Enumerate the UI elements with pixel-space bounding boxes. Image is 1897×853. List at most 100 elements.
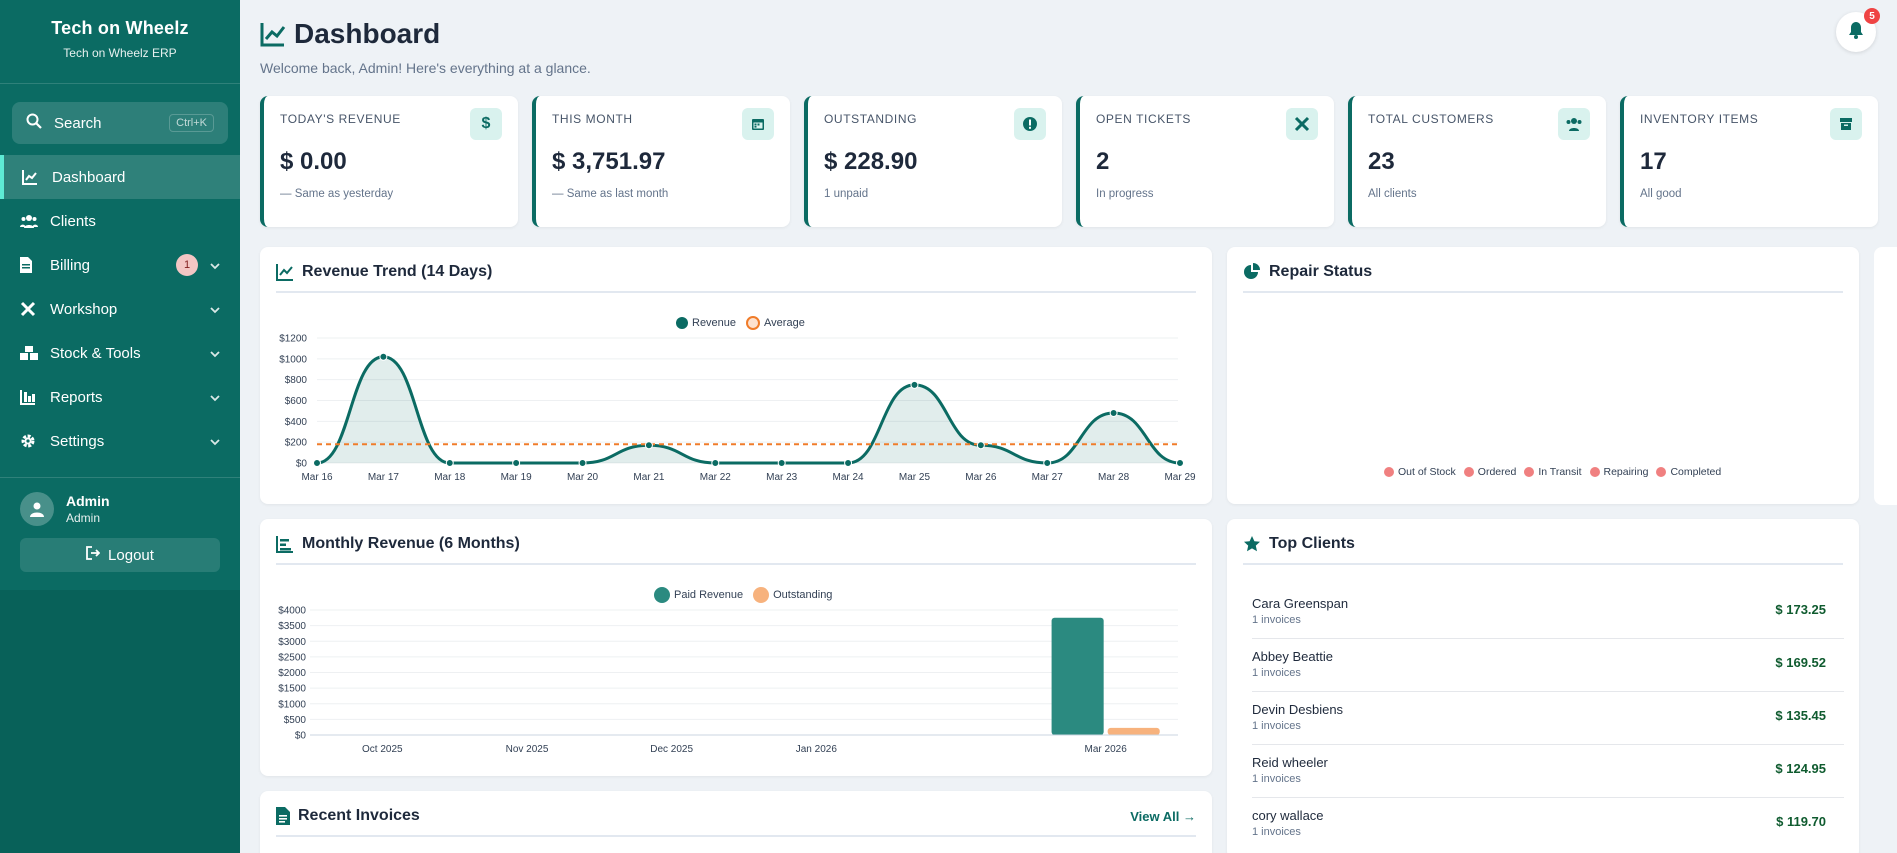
panel-header: Recent Invoices View All →: [276, 805, 1196, 837]
client-name: Cara Greenspan: [1252, 596, 1349, 611]
sidebar-item-settings[interactable]: Settings: [0, 419, 240, 463]
x-tick-label: Mar 2026: [1085, 744, 1128, 755]
sidebar-item-stock-tools[interactable]: Stock & Tools: [0, 331, 240, 375]
y-tick-label: $800: [285, 375, 308, 386]
calendar-icon: [742, 108, 774, 140]
panel-header: Revenue Trend (14 Days): [276, 261, 1196, 293]
revenue-trend-chart: $0 $200 $400 $600 $800 $1000 $1200 Mar 16 Mar 17…: [279, 334, 1196, 484]
y-tick-label: $2500: [278, 652, 306, 663]
view-all-link[interactable]: View All →: [1130, 808, 1196, 824]
alert-icon: [1014, 108, 1046, 140]
client-amount: $ 124.95: [1775, 761, 1826, 776]
client-row[interactable]: Abbey Beattie 1 invoices $ 169.52: [1252, 639, 1844, 692]
legend-item-ordered: Ordered: [1463, 466, 1516, 478]
chart-line-icon: [276, 264, 293, 281]
sidebar-nav: Dashboard Clients Billing 1 Workshop Sto…: [0, 155, 240, 463]
revenue-data-point: [445, 459, 454, 467]
chevron-down-icon: [210, 345, 220, 362]
user-name: Admin: [66, 493, 110, 509]
legend-swatch-revenue: [676, 317, 688, 329]
x-tick-label: Mar 24: [833, 472, 865, 483]
pie-chart-icon: [1244, 263, 1260, 279]
logout-button[interactable]: Logout: [20, 538, 220, 572]
stat-label: TODAY'S REVENUE: [280, 112, 401, 126]
tools-icon: [1286, 108, 1318, 140]
repair-status-panel: Repair Status: [1227, 247, 1859, 504]
sidebar-divider: [0, 477, 240, 478]
stat-label: OUTSTANDING: [824, 112, 918, 126]
stat-value: $ 3,751.97: [552, 148, 666, 175]
revenue-data-point: [910, 380, 919, 389]
client-name: Reid wheeler: [1252, 755, 1328, 770]
user-profile: Admin Admin: [20, 492, 110, 526]
monthly-revenue-chart: $0 $500 $1000 $1500 $2000 $2500 $3000 $3500 $400…: [278, 606, 1178, 755]
panel-title: Revenue Trend (14 Days): [302, 263, 493, 280]
revenue-trend-panel: Revenue Trend (14 Days) Revenue Average …: [260, 247, 1212, 504]
boxes-icon: [20, 345, 40, 361]
notifications-button[interactable]: 5: [1836, 8, 1880, 52]
x-tick-label: Mar 20: [567, 472, 599, 483]
client-row[interactable]: Reid wheeler 1 invoices $ 124.95: [1252, 745, 1844, 798]
y-tick-label: $4000: [278, 606, 306, 617]
sidebar-item-clients[interactable]: Clients: [0, 199, 240, 243]
x-tick-label: Mar 19: [501, 472, 533, 483]
panel-title: Top Clients: [1269, 535, 1355, 552]
sidebar-item-label: Workshop: [50, 300, 118, 318]
panel-header: Repair Status: [1243, 261, 1843, 293]
client-row[interactable]: Devin Desbiens 1 invoices $ 135.45: [1252, 692, 1844, 745]
page-title: Dashboard: [260, 18, 591, 50]
brand: Tech on Wheelz Tech on Wheelz ERP: [0, 0, 240, 84]
x-tick-label: Mar 22: [700, 472, 732, 483]
x-tick-label: Jan 2026: [796, 744, 838, 755]
bell-icon: [1848, 21, 1864, 44]
stat-value: $ 0.00: [280, 148, 347, 175]
stat-sub: In progress: [1096, 188, 1154, 200]
y-tick-label: $1200: [279, 334, 307, 345]
y-tick-label: $200: [285, 438, 308, 449]
invoice-icon: [276, 807, 290, 825]
y-tick-label: $3500: [278, 621, 306, 632]
y-tick-label: $400: [285, 417, 308, 428]
client-invoice-count: 1 invoices: [1252, 614, 1301, 626]
chevron-down-icon: [210, 389, 220, 406]
client-amount: $ 119.70: [1776, 814, 1826, 829]
sidebar-item-billing[interactable]: Billing 1: [0, 243, 240, 287]
y-tick-label: $1500: [278, 684, 306, 695]
y-tick-label: $3000: [278, 637, 306, 648]
revenue-data-point: [379, 352, 388, 361]
legend-label: Revenue: [692, 317, 737, 329]
tools-icon: [20, 301, 40, 317]
sidebar-item-label: Settings: [50, 432, 105, 450]
sidebar-item-dashboard[interactable]: Dashboard: [0, 155, 240, 199]
legend-label: Paid Revenue: [674, 589, 744, 601]
page-header: Dashboard Welcome back, Admin! Here's ev…: [260, 18, 591, 76]
x-tick-label: Mar 29: [1164, 472, 1196, 483]
x-tick-label: Mar 26: [965, 472, 997, 483]
client-row[interactable]: cory wallace 1 invoices $ 119.70: [1252, 798, 1844, 851]
client-invoice-count: 1 invoices: [1252, 773, 1301, 785]
stat-card-this-month: THIS MONTH $ 3,751.97 — Same as last mon…: [532, 96, 790, 227]
client-row[interactable]: Cara Greenspan 1 invoices $ 173.25: [1252, 586, 1844, 639]
stat-sub: All good: [1640, 188, 1682, 200]
stat-card-total-customers: TOTAL CUSTOMERS 23 All clients: [1348, 96, 1606, 227]
chart-legend: Revenue Average: [676, 316, 805, 330]
y-tick-label: $0: [296, 459, 308, 470]
monthly-revenue-panel: Monthly Revenue (6 Months) Paid Revenue …: [260, 519, 1212, 776]
client-amount: $ 169.52: [1775, 655, 1826, 670]
avatar: [20, 492, 54, 526]
x-tick-label: Mar 18: [434, 472, 466, 483]
x-tick-label: Dec 2025: [650, 744, 693, 755]
legend-swatch-paid: [654, 587, 670, 603]
client-name: cory wallace: [1252, 808, 1324, 823]
logout-label: Logout: [108, 546, 154, 564]
panel-header: Monthly Revenue (6 Months): [276, 533, 1196, 565]
sidebar-item-workshop[interactable]: Workshop: [0, 287, 240, 331]
legend-item-repairing: Repairing: [1589, 466, 1648, 478]
search-button[interactable]: Search Ctrl+K: [12, 102, 228, 144]
revenue-data-point: [644, 441, 653, 450]
sidebar-item-reports[interactable]: Reports: [0, 375, 240, 419]
revenue-data-point: [1109, 409, 1118, 417]
chevron-down-icon: [210, 257, 220, 274]
users-icon: [20, 213, 40, 229]
client-amount: $ 173.25: [1775, 602, 1826, 617]
